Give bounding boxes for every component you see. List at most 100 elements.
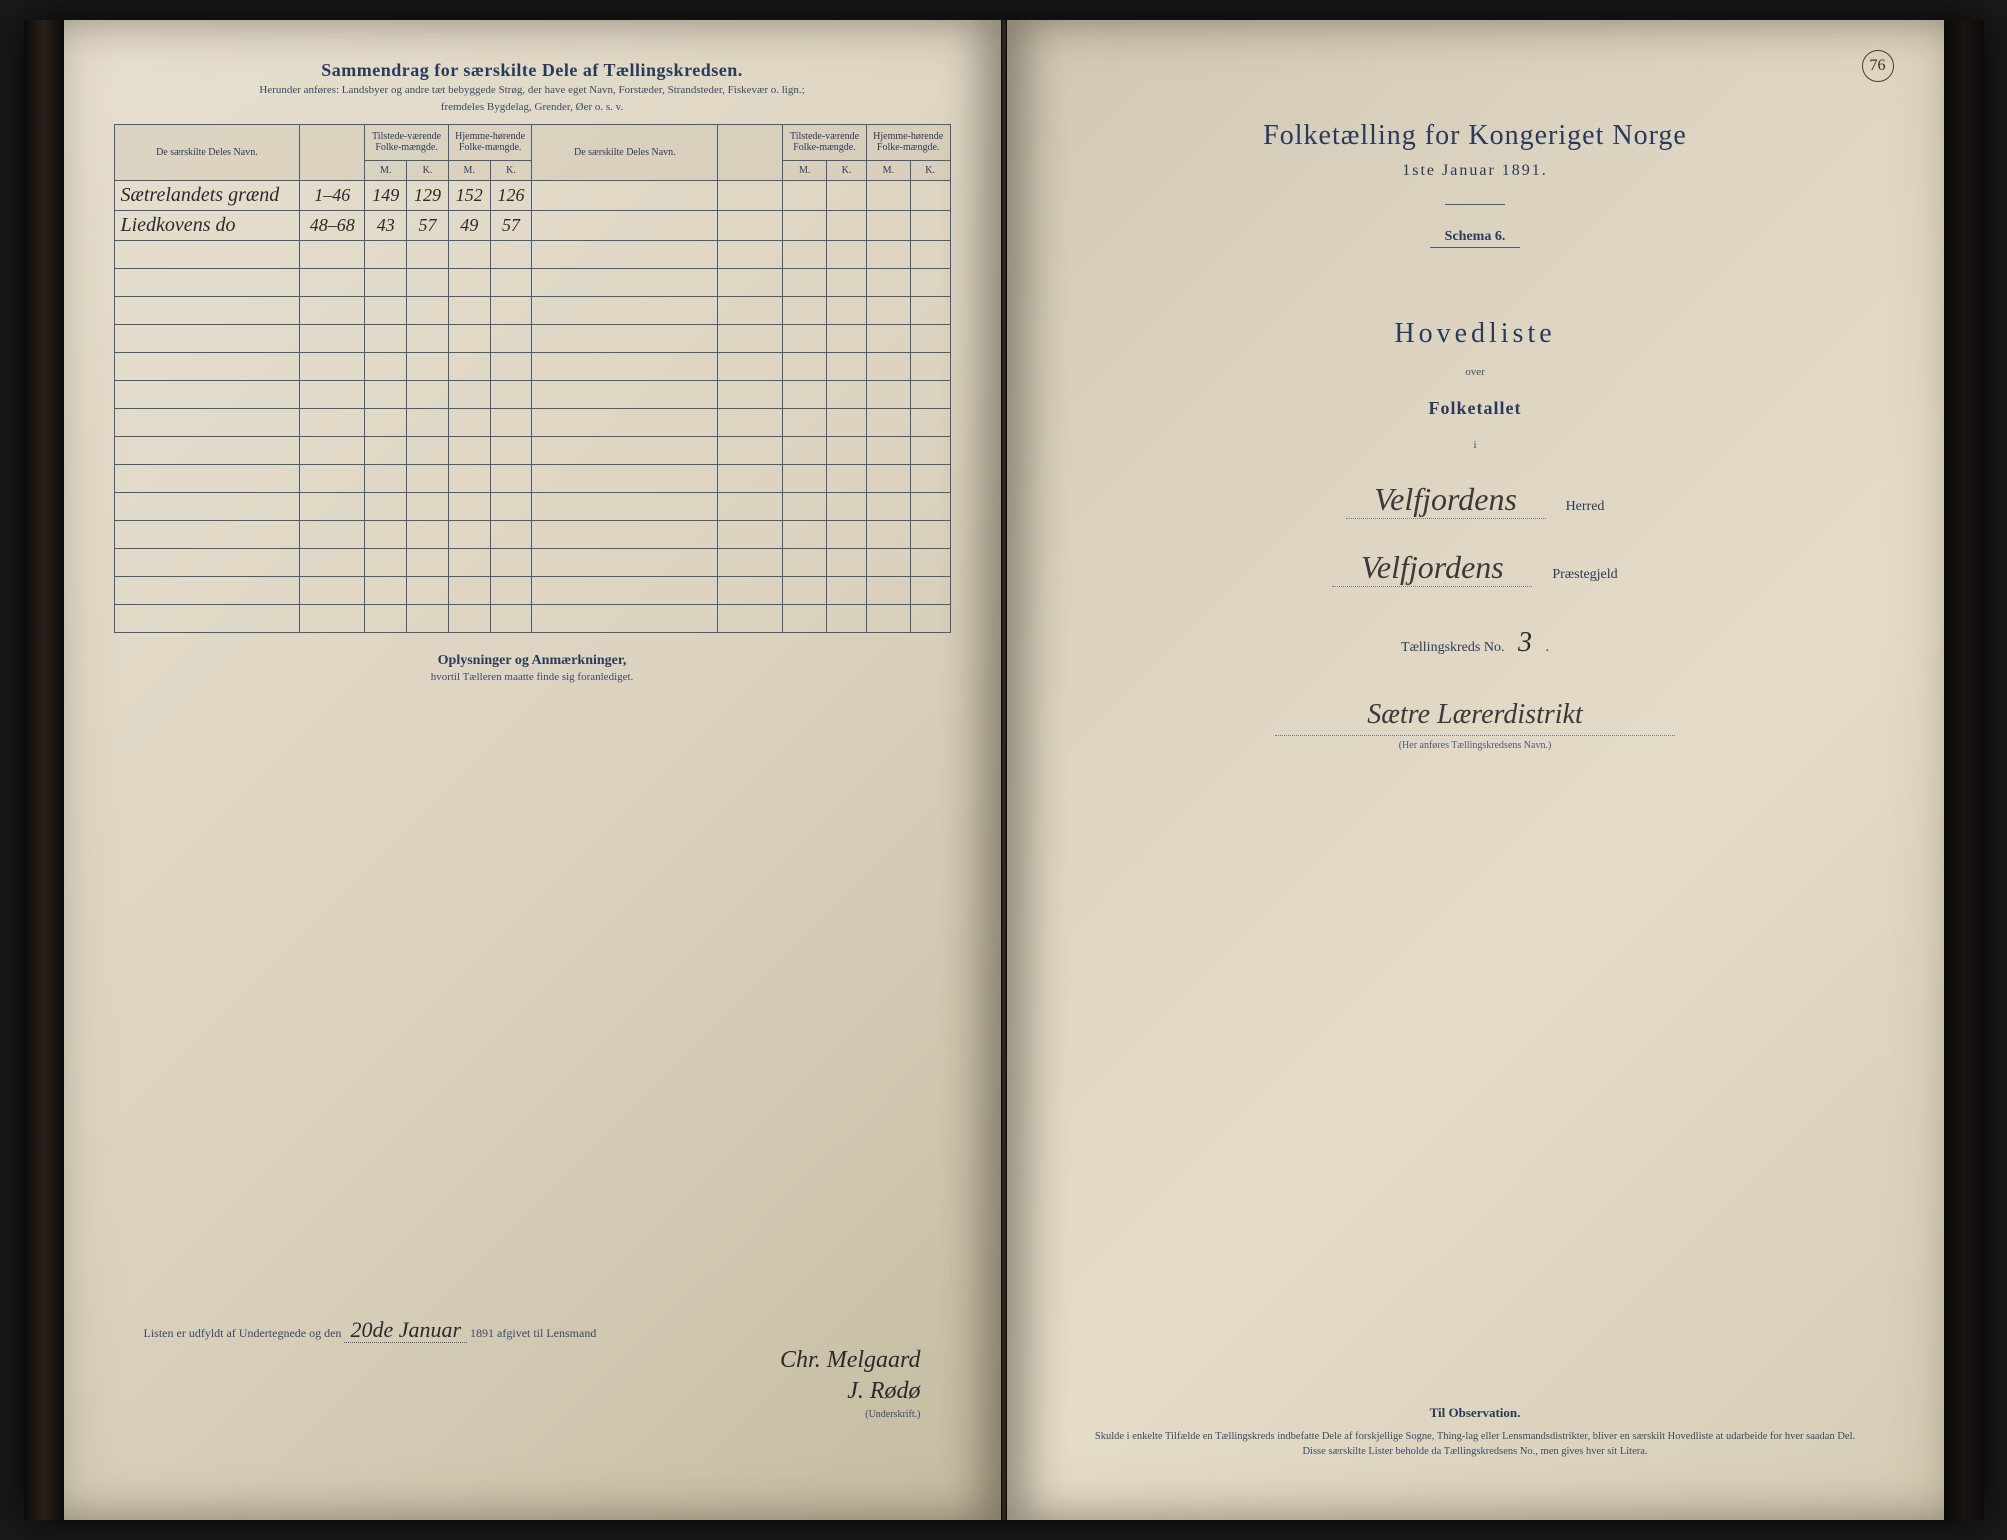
empty-cell — [718, 436, 783, 464]
row-empty — [827, 210, 867, 240]
empty-cell — [532, 268, 718, 296]
empty-cell — [532, 604, 718, 632]
empty-cell — [448, 268, 490, 296]
empty-cell — [300, 296, 365, 324]
empty-cell — [365, 604, 407, 632]
sub-m: M. — [866, 160, 910, 180]
empty-cell — [407, 604, 449, 632]
empty-cell — [783, 268, 827, 296]
empty-cell — [448, 436, 490, 464]
empty-cell — [114, 408, 300, 436]
empty-cell — [532, 520, 718, 548]
row-empty — [532, 180, 718, 210]
left-page: Sammendrag for særskilte Dele af Tælling… — [64, 20, 1001, 1520]
table-row-empty — [114, 240, 950, 268]
empty-cell — [114, 296, 300, 324]
binding-left — [24, 20, 64, 1520]
empty-cell — [827, 268, 867, 296]
empty-cell — [407, 380, 449, 408]
empty-cell — [718, 576, 783, 604]
over-label: over — [1057, 366, 1894, 378]
row-empty — [866, 210, 910, 240]
col-name-2: De særskilte Deles Navn. — [532, 124, 718, 180]
empty-cell — [365, 520, 407, 548]
hovedliste: Hovedliste — [1057, 318, 1894, 350]
sig-name-2: J. Rødø — [144, 1378, 921, 1405]
empty-cell — [718, 324, 783, 352]
table-row-empty — [114, 436, 950, 464]
kreds-row: Tællingskreds No. 3 . — [1057, 627, 1894, 659]
kreds-label: Tællingskreds No. — [1401, 640, 1504, 655]
empty-cell — [783, 576, 827, 604]
empty-cell — [407, 520, 449, 548]
row-tk: 57 — [407, 210, 449, 240]
row-hk: 57 — [490, 210, 532, 240]
empty-cell — [866, 380, 910, 408]
row-empty — [718, 180, 783, 210]
table-row: Liedkovens do48–6843574957 — [114, 210, 950, 240]
empty-cell — [407, 492, 449, 520]
empty-cell — [827, 408, 867, 436]
sub-m: M. — [365, 160, 407, 180]
empty-cell — [448, 548, 490, 576]
empty-cell — [783, 240, 827, 268]
empty-cell — [407, 548, 449, 576]
empty-cell — [114, 240, 300, 268]
empty-cell — [718, 492, 783, 520]
summary-title: Sammendrag for særskilte Dele af Tælling… — [114, 60, 951, 81]
empty-cell — [827, 436, 867, 464]
empty-cell — [866, 408, 910, 436]
empty-cell — [532, 408, 718, 436]
empty-cell — [910, 492, 950, 520]
empty-cell — [407, 576, 449, 604]
empty-cell — [827, 464, 867, 492]
herred-label: Herred — [1566, 499, 1605, 515]
empty-cell — [718, 380, 783, 408]
empty-cell — [490, 408, 532, 436]
empty-cell — [448, 604, 490, 632]
table-row-empty — [114, 604, 950, 632]
summary-header: Sammendrag for særskilte Dele af Tælling… — [114, 60, 951, 116]
empty-cell — [300, 352, 365, 380]
row-empty — [866, 180, 910, 210]
book-spread: Sammendrag for særskilte Dele af Tælling… — [24, 20, 1984, 1520]
praestegjeld-value: Velfjordens — [1332, 549, 1532, 587]
empty-cell — [827, 604, 867, 632]
col-tilstede: Tilstede-værende Folke-mængde. — [365, 124, 449, 160]
row-huslisters: 48–68 — [300, 210, 365, 240]
empty-cell — [407, 240, 449, 268]
empty-cell — [783, 408, 827, 436]
empty-cell — [910, 324, 950, 352]
empty-cell — [718, 268, 783, 296]
empty-cell — [365, 464, 407, 492]
col-tilstede-2: Tilstede-værende Folke-mængde. — [783, 124, 867, 160]
table-row-empty — [114, 380, 950, 408]
empty-cell — [407, 436, 449, 464]
empty-cell — [783, 464, 827, 492]
sub-m: M. — [448, 160, 490, 180]
col-hjemme: Hjemme-hørende Folke-mængde. — [448, 124, 532, 160]
table-row: Sætrelandets grænd1–46149129152126 — [114, 180, 950, 210]
herred-row: Velfjordens Herred — [1057, 481, 1894, 519]
sig-date: 20de Januar — [344, 1317, 467, 1343]
empty-cell — [910, 604, 950, 632]
row-empty — [910, 210, 950, 240]
empty-cell — [365, 548, 407, 576]
empty-cell — [866, 436, 910, 464]
empty-cell — [114, 576, 300, 604]
census-title: Folketælling for Kongeriget Norge — [1057, 120, 1894, 152]
empty-cell — [532, 464, 718, 492]
summary-table: De særskilte Deles Navn. Tilstede-værend… — [114, 124, 951, 633]
empty-cell — [532, 352, 718, 380]
empty-cell — [910, 240, 950, 268]
table-row-empty — [114, 464, 950, 492]
empty-cell — [490, 296, 532, 324]
empty-cell — [365, 408, 407, 436]
empty-cell — [910, 576, 950, 604]
row-huslisters: 1–46 — [300, 180, 365, 210]
herred-value: Velfjordens — [1346, 481, 1546, 519]
empty-cell — [783, 604, 827, 632]
table-row-empty — [114, 352, 950, 380]
empty-cell — [114, 352, 300, 380]
empty-cell — [407, 324, 449, 352]
